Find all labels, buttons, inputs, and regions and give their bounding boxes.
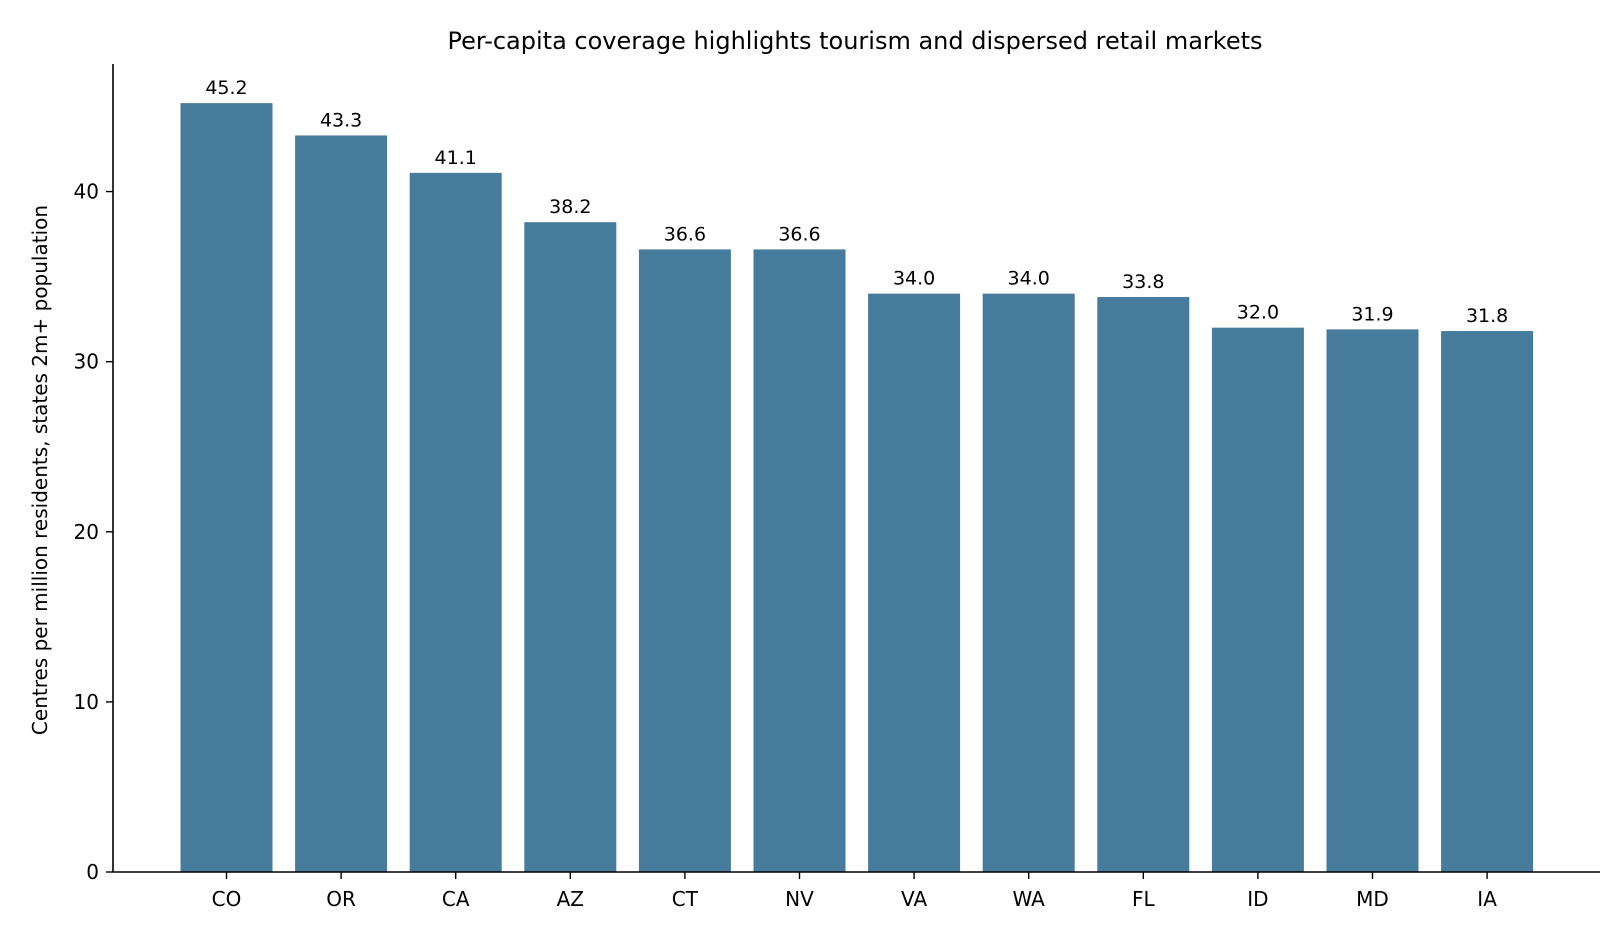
bar-fl <box>1097 297 1190 873</box>
x-tick-label: IA <box>1477 887 1497 911</box>
x-tick-label: MD <box>1356 887 1389 911</box>
chart-title: Per-capita coverage highlights tourism a… <box>447 27 1262 55</box>
bar-value-label: 36.6 <box>664 223 706 245</box>
bar-value-label: 36.6 <box>778 223 820 245</box>
x-tick-label: VA <box>901 887 927 911</box>
bar-ia <box>1441 331 1534 872</box>
x-tick-label: AZ <box>557 887 584 911</box>
bar-co <box>180 103 273 873</box>
y-axis-label: Centres per million residents, states 2m… <box>28 205 52 735</box>
bar-value-label: 45.2 <box>205 77 247 99</box>
bar-value-label: 31.9 <box>1351 303 1393 325</box>
bar-or <box>295 135 388 872</box>
x-tick-label: FL <box>1132 887 1156 911</box>
y-axis-ticks: 0 10 20 30 40 <box>74 180 113 884</box>
bar-value-label: 31.8 <box>1466 305 1508 327</box>
bar-value-label: 34.0 <box>893 268 935 290</box>
bar-value-label: 32.0 <box>1237 302 1279 324</box>
x-tick-label: CO <box>212 887 242 911</box>
x-axis-ticks: CO OR CA AZ CT NV VA WA FL ID MD IA <box>212 872 1497 911</box>
bar-ct <box>638 249 731 872</box>
bar-va <box>868 293 961 873</box>
x-tick-label: ID <box>1247 887 1268 911</box>
bar-value-label: 34.0 <box>1008 268 1050 290</box>
bar-value-labels: 45.2 43.3 41.1 38.2 36.6 36.6 34.0 34.0 33.8 32.0… <box>205 77 1508 327</box>
y-tick-label: 40 <box>74 180 99 204</box>
bar-az <box>524 222 617 873</box>
y-tick-label: 20 <box>74 520 99 544</box>
x-tick-label: CT <box>672 887 699 911</box>
y-tick-label: 10 <box>74 690 99 714</box>
bar-value-label: 33.8 <box>1122 271 1164 293</box>
x-tick-label: NV <box>785 887 814 911</box>
x-tick-label: CA <box>442 887 470 911</box>
bar-value-label: 43.3 <box>320 109 362 131</box>
y-tick-label: 0 <box>86 860 99 884</box>
bar-value-label: 41.1 <box>435 147 477 169</box>
y-tick-label: 30 <box>74 350 99 374</box>
bar-value-label: 38.2 <box>549 196 591 218</box>
x-tick-label: OR <box>326 887 356 911</box>
bar-md <box>1326 329 1419 872</box>
bar-wa <box>982 293 1075 873</box>
bar-ca <box>409 172 502 872</box>
bar-id <box>1211 327 1304 872</box>
x-tick-label: WA <box>1013 887 1046 911</box>
bars-group <box>180 103 1534 873</box>
bar-nv <box>753 249 846 872</box>
